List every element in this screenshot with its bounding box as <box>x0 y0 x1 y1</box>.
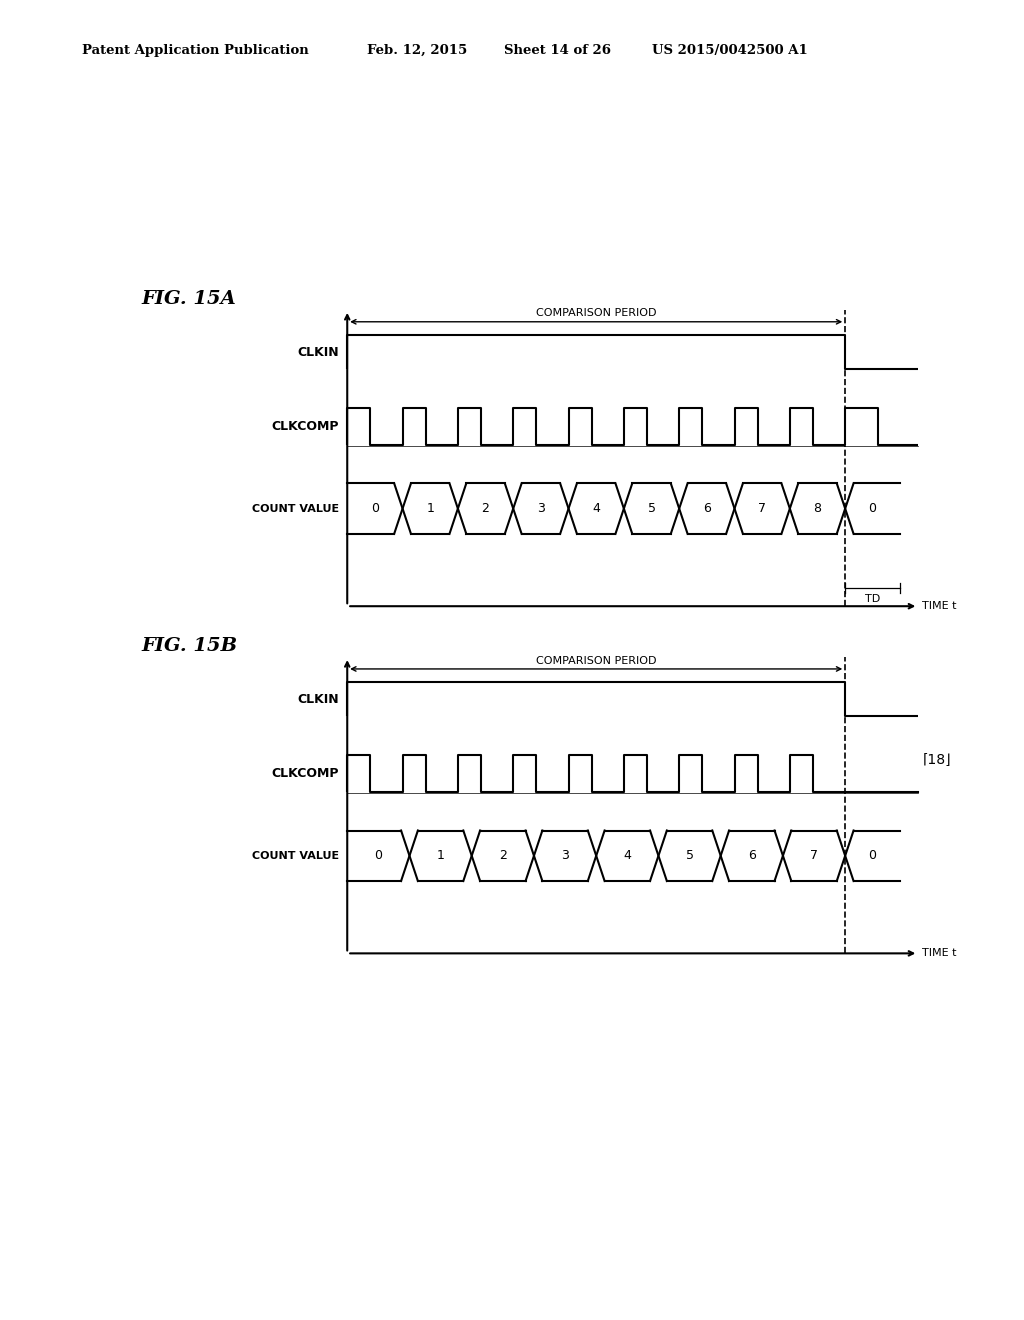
Text: FIG. 15B: FIG. 15B <box>141 638 238 655</box>
Text: TD: TD <box>865 594 881 605</box>
Text: 3: 3 <box>537 502 545 515</box>
Text: 0: 0 <box>371 502 379 515</box>
Text: US 2015/0042500 A1: US 2015/0042500 A1 <box>652 44 808 57</box>
Text: COUNT VALUE: COUNT VALUE <box>252 504 339 513</box>
Text: 6: 6 <box>748 849 756 862</box>
Text: ⌈18⌋: ⌈18⌋ <box>923 752 951 767</box>
Text: CLKIN: CLKIN <box>297 346 339 359</box>
Text: 6: 6 <box>702 502 711 515</box>
Text: 4: 4 <box>592 502 600 515</box>
Text: 4: 4 <box>624 849 631 862</box>
Text: 0: 0 <box>868 849 877 862</box>
Text: CLKCOMP: CLKCOMP <box>271 420 339 433</box>
Text: Feb. 12, 2015: Feb. 12, 2015 <box>367 44 467 57</box>
Text: FIG. 15A: FIG. 15A <box>141 290 237 308</box>
Text: COMPARISON PERIOD: COMPARISON PERIOD <box>536 656 656 665</box>
Text: 2: 2 <box>499 849 507 862</box>
Text: TIME t: TIME t <box>923 601 956 611</box>
Text: 8: 8 <box>813 502 821 515</box>
Text: COUNT VALUE: COUNT VALUE <box>252 851 339 861</box>
Text: Sheet 14 of 26: Sheet 14 of 26 <box>504 44 610 57</box>
Text: 5: 5 <box>685 849 693 862</box>
Text: CLKIN: CLKIN <box>297 693 339 706</box>
Text: 5: 5 <box>647 502 655 515</box>
Text: 1: 1 <box>436 849 444 862</box>
Text: 0: 0 <box>868 502 877 515</box>
Text: COMPARISON PERIOD: COMPARISON PERIOD <box>536 309 656 318</box>
Text: 2: 2 <box>481 502 489 515</box>
Text: Patent Application Publication: Patent Application Publication <box>82 44 308 57</box>
Text: 7: 7 <box>758 502 766 515</box>
Text: CLKCOMP: CLKCOMP <box>271 767 339 780</box>
Text: 1: 1 <box>426 502 434 515</box>
Text: 0: 0 <box>375 849 382 862</box>
Text: TIME t: TIME t <box>923 948 956 958</box>
Text: 7: 7 <box>810 849 818 862</box>
Text: 3: 3 <box>561 849 569 862</box>
